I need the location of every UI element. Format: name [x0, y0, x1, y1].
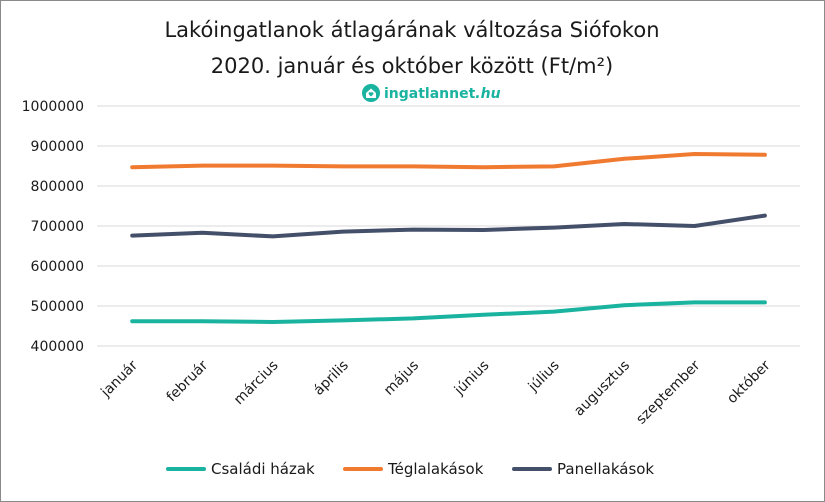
series-line-2: [130, 213, 767, 239]
y-tick-label: 500000: [31, 299, 84, 315]
x-tick-label: február: [164, 357, 212, 405]
x-tick-label: május: [381, 358, 422, 399]
x-tick-label: március: [231, 358, 282, 409]
house-heart-icon: [362, 84, 380, 102]
y-tick-label: 600000: [31, 259, 84, 275]
x-tick-label: július: [525, 358, 563, 396]
logo-text-main: ingatlannet: [384, 86, 476, 102]
y-tick-label: 1000000: [22, 99, 84, 115]
x-tick-label: szeptember: [633, 357, 703, 427]
chart-title-line2: 2020. január és október között (Ft/m²): [211, 54, 613, 78]
legend-label: Téglalakások: [387, 460, 484, 478]
legend-label: Panellakások: [557, 460, 654, 478]
x-tick-label: április: [311, 358, 352, 399]
x-tick-label: október: [724, 357, 774, 407]
y-tick-label: 800000: [31, 179, 84, 195]
y-tick-label: 700000: [31, 219, 84, 235]
series-line-1: [130, 152, 767, 170]
legend-label: Családi házak: [211, 460, 315, 478]
series-line-0: [130, 300, 767, 324]
ingatlannet-logo: ingatlannet.hu: [362, 84, 501, 102]
x-tick-label: augusztus: [571, 358, 633, 420]
y-tick-label: 400000: [31, 339, 84, 355]
y-tick-label: 900000: [31, 139, 84, 155]
x-axis-ticks: január február március április május június jú…: [97, 357, 773, 427]
logo-text-suffix: .hu: [475, 86, 500, 102]
x-tick-label: június: [451, 358, 493, 400]
x-tick-label: január: [97, 357, 141, 401]
svg-text:ingatlannet.hu: ingatlannet.hu: [384, 86, 501, 102]
legend: Családi házak Téglalakások Panellakások: [166, 460, 654, 478]
y-axis-ticks: 400000 500000 600000 700000 800000 900000 1000…: [22, 99, 84, 355]
series-lines: [130, 152, 767, 324]
chart-title-line1: Lakóingatlanok átlagárának változása Sió…: [164, 18, 659, 42]
